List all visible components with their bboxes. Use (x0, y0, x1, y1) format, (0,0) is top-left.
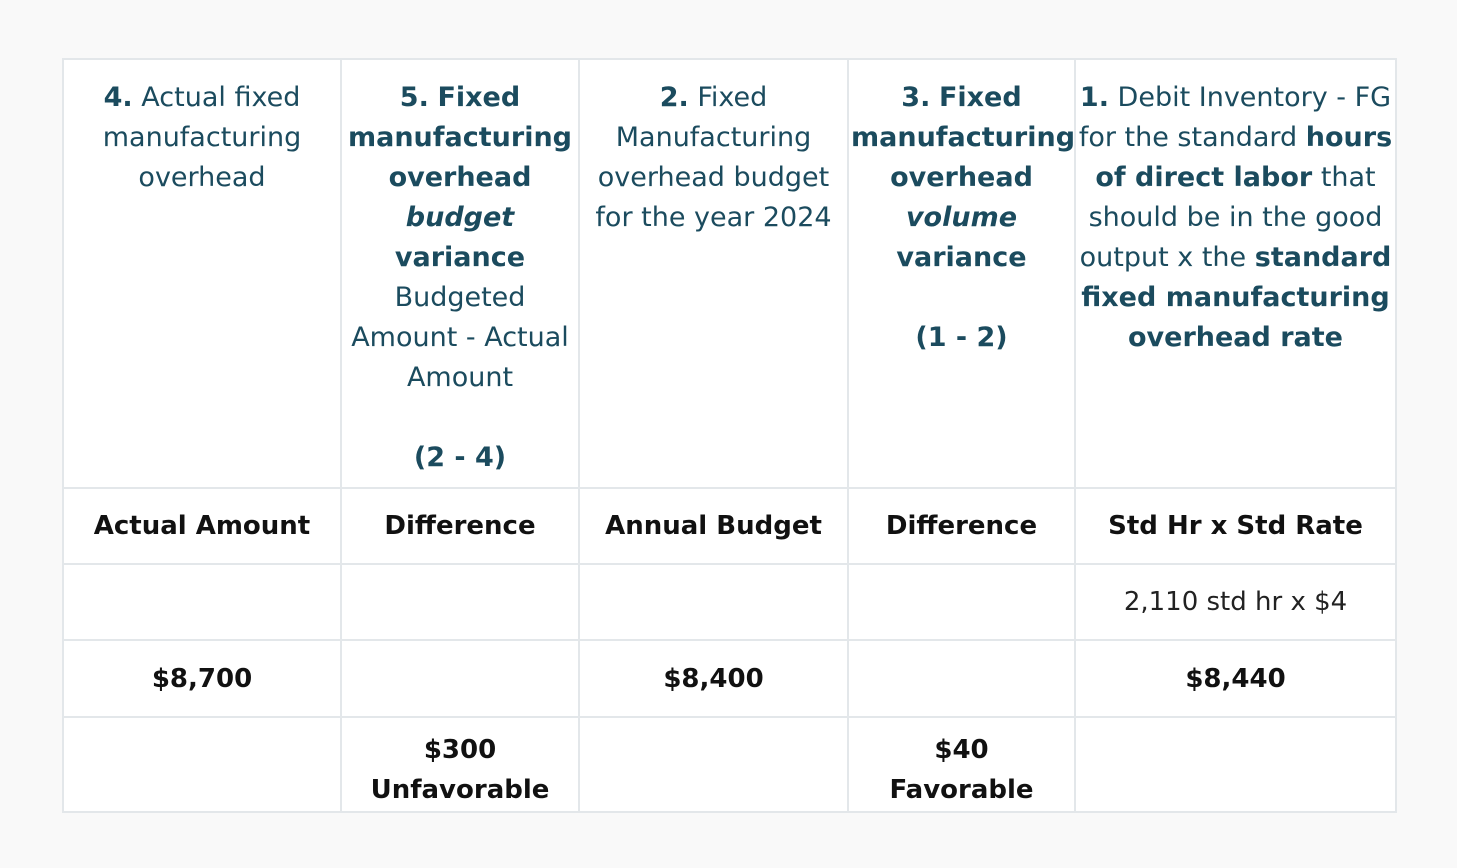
column-title: Fixed manufacturing overhead (347, 82, 572, 193)
header-cell-standard-applied: 1. Debit Inventory - FG for the standard… (1074, 58, 1397, 489)
column-title-suffix: variance (896, 242, 1027, 273)
calculation-cell: 2,110 std hr x $4 (1074, 563, 1397, 641)
column-description: Budgeted Amount - Actual Amount (351, 282, 569, 393)
column-title: Fixed Manufacturing overhead budget for … (595, 82, 832, 233)
column-number: 1. (1079, 82, 1109, 113)
amount-cell: $8,400 (578, 639, 849, 718)
calculation-cell (847, 563, 1076, 641)
column-text: Debit Inventory - FG for the standard (1078, 82, 1392, 153)
variance-amount: $40 (934, 735, 989, 765)
column-number: 5. (399, 82, 429, 113)
calculation-cell (578, 563, 849, 641)
subheader-cell: Actual Amount (62, 487, 342, 565)
amount-cell (847, 639, 1076, 718)
header-cell-volume-variance: 3. Fixed manufacturing overhead volume v… (847, 58, 1076, 489)
column-title: Actual fixed manufacturing overhead (102, 82, 302, 193)
fixed-overhead-variance-table: 4. Actual fixed manufacturing overhead 5… (62, 58, 1397, 813)
column-text: that should be in the good output x the (1079, 162, 1383, 273)
column-number: 3. (901, 82, 931, 113)
column-text-emphasis: hours of direct labor (1095, 122, 1393, 193)
amount-row: $8,700 $8,400 $8,440 (62, 639, 1397, 718)
variance-row: $300 Unfavorable $40 Favorable (62, 716, 1397, 813)
variance-cell (578, 716, 849, 813)
column-title-suffix: variance (394, 242, 526, 273)
variance-cell: $300 Unfavorable (340, 716, 580, 813)
amount-cell (340, 639, 580, 718)
subheader-cell: Annual Budget (578, 487, 849, 565)
subheader-row: Actual Amount Difference Annual Budget D… (62, 487, 1397, 565)
subheader-cell: Difference (340, 487, 580, 565)
calculation-cell (340, 563, 580, 641)
variance-amount: $300 (423, 735, 497, 765)
variance-label: Unfavorable (370, 775, 550, 805)
amount-cell: $8,440 (1074, 639, 1397, 718)
column-title: Fixed manufacturing overhead (851, 82, 1076, 193)
header-cell-actual: 4. Actual fixed manufacturing overhead (62, 58, 342, 489)
variance-cell (1074, 716, 1397, 813)
variance-cell: $40 Favorable (847, 716, 1076, 813)
column-formula: (2 - 4) (413, 442, 507, 473)
header-cell-budget-variance: 5. Fixed manufacturing overhead budget v… (340, 58, 580, 489)
amount-cell: $8,700 (62, 639, 342, 718)
variance-table-container: 4. Actual fixed manufacturing overhead 5… (62, 58, 1397, 813)
column-number: 4. (103, 82, 133, 113)
subheader-cell: Difference (847, 487, 1076, 565)
column-text-emphasis: standard fixed manufacturing overhead ra… (1081, 242, 1392, 353)
header-row: 4. Actual fixed manufacturing overhead 5… (62, 58, 1397, 489)
calculation-row: 2,110 std hr x $4 (62, 563, 1397, 641)
variance-label: Favorable (889, 775, 1034, 805)
subheader-cell: Std Hr x Std Rate (1074, 487, 1397, 565)
column-title-emphasis: volume (905, 202, 1018, 233)
column-title-emphasis: budget (405, 202, 515, 233)
column-number: 2. (659, 82, 689, 113)
variance-cell (62, 716, 342, 813)
calculation-cell (62, 563, 342, 641)
header-cell-annual-budget: 2. Fixed Manufacturing overhead budget f… (578, 58, 849, 489)
column-formula: (1 - 2) (915, 322, 1008, 353)
